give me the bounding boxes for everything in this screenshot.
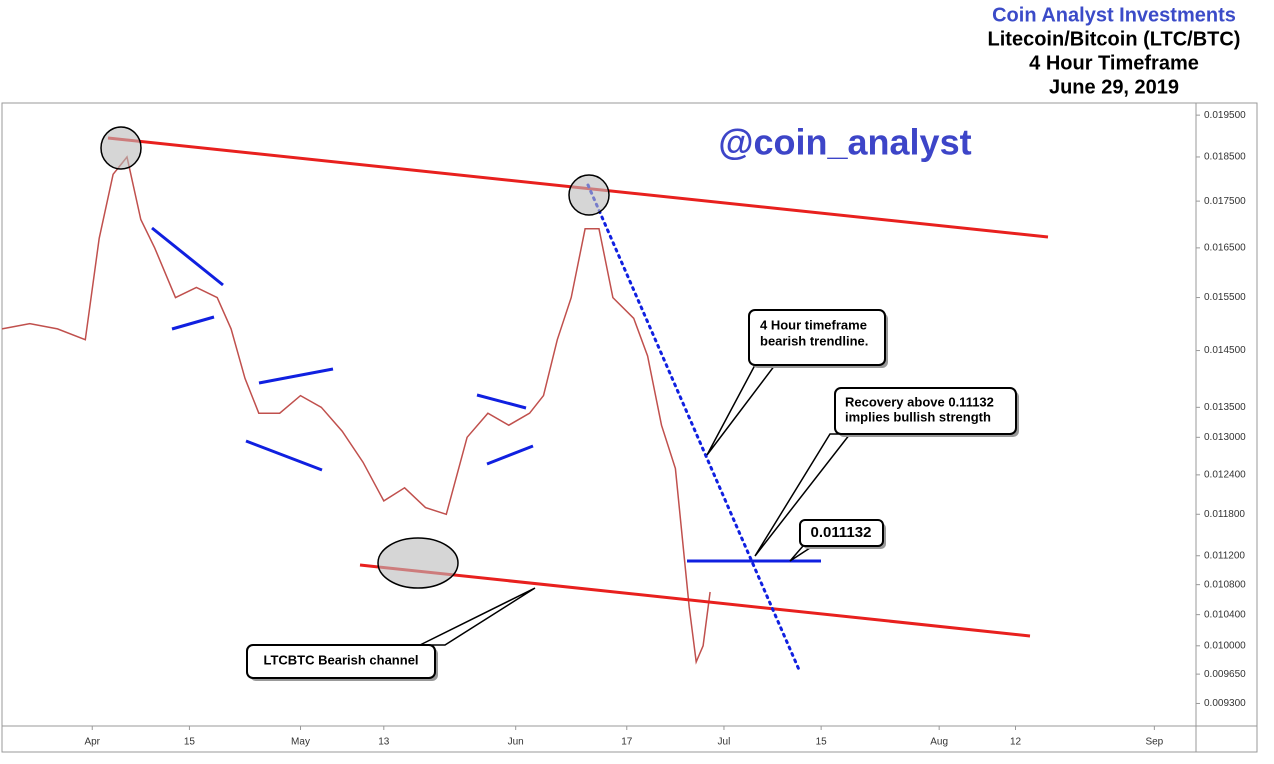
x-tick-label: 12 (1010, 737, 1022, 748)
pattern-line (245, 439, 323, 472)
y-tick-label: 0.017500 (1204, 196, 1246, 207)
highlight-circle (568, 174, 610, 216)
x-tick-label: Sep (1145, 737, 1163, 748)
y-tick-label: 0.016500 (1204, 243, 1246, 254)
channel-bottom (359, 563, 1031, 638)
chart-frame (1, 102, 1258, 753)
pattern-line (151, 226, 224, 287)
y-tick-label: 0.018500 (1204, 152, 1246, 163)
header-pair: Litecoin/Bitcoin (LTC/BTC) (988, 28, 1241, 50)
y-tick-label: 0.012400 (1204, 470, 1246, 481)
callout-box (748, 309, 886, 366)
header-date: June 29, 2019 (1049, 76, 1179, 98)
callout-box (246, 644, 436, 679)
y-tick-label: 0.013500 (1204, 402, 1246, 413)
callout-text: implies bullish strength (845, 409, 991, 424)
patterns (151, 226, 821, 563)
x-tick-label: 13 (378, 737, 390, 748)
y-tick-label: 0.011800 (1204, 509, 1245, 520)
y-tick-label: 0.009650 (1204, 669, 1246, 680)
x-tick-label: 15 (816, 737, 828, 748)
highlight-circle (100, 126, 142, 170)
plot-area (1, 155, 711, 665)
x-tick-label: 15 (184, 737, 196, 748)
pattern-line (258, 367, 334, 385)
y-tick-label: 0.015500 (1204, 292, 1246, 303)
callouts: 4 Hour timeframe bearish trendline. Reco… (246, 309, 1019, 681)
highlight-circle (377, 537, 459, 589)
watermark: @coin_analyst (718, 122, 971, 163)
callout-box (834, 387, 1017, 435)
x-tick-label: Jun (508, 737, 524, 748)
pattern-line (476, 393, 527, 410)
y-tick-label: 0.010000 (1204, 640, 1246, 651)
callout-text: 0.011132 (811, 524, 872, 541)
callout-text: bearish trendline. (760, 333, 868, 348)
highlights (100, 126, 610, 589)
y-tick-label: 0.010400 (1204, 609, 1246, 620)
drawings: 4 Hour timeframe bearish trendline. Reco… (100, 126, 1049, 681)
x-tick-label: 17 (621, 737, 633, 748)
header-brand: Coin Analyst Investments (992, 4, 1236, 26)
x-tick-label: Jul (718, 737, 731, 748)
y-tick-label: 0.014500 (1204, 345, 1246, 356)
x-tick-label: May (291, 737, 310, 748)
y-tick-label: 0.009300 (1204, 698, 1246, 709)
pattern-line (486, 444, 534, 466)
x-tick-label: Apr (84, 737, 100, 748)
y-tick-label: 0.019500 (1204, 110, 1246, 121)
header-timeframe: 4 Hour Timeframe (1029, 52, 1199, 74)
pattern-line (171, 315, 215, 331)
y-tick-label: 0.010800 (1204, 579, 1246, 590)
callout-text: Recovery above 0.11132 (845, 394, 994, 409)
callout-text: LTCBTC Bearish channel (263, 652, 418, 667)
price-line (1, 155, 711, 665)
y-tick-label: 0.013000 (1204, 432, 1246, 443)
bearish-trendline (586, 183, 802, 674)
callout-box (799, 519, 884, 547)
x-tick-label: Aug (930, 737, 948, 748)
y-tick-label: 0.011200 (1204, 550, 1245, 561)
callout-text: 4 Hour timeframe (760, 317, 867, 332)
